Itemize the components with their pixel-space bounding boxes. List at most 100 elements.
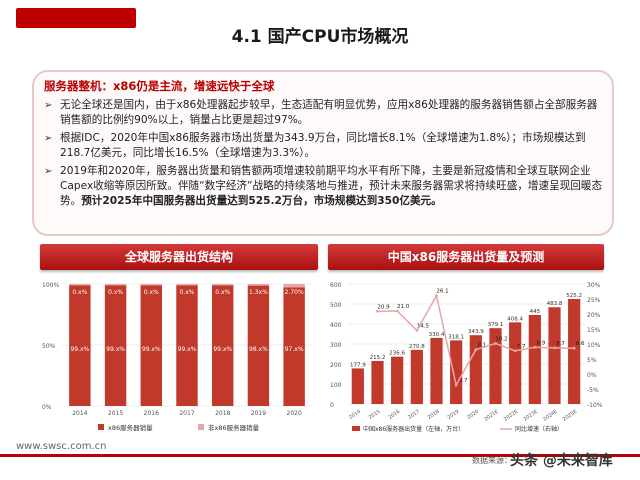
data-label-growth: 26.1 <box>436 289 448 295</box>
data-label-shipments: 270.8 <box>409 344 425 350</box>
data-label-non-x86: 0.x% <box>72 289 87 296</box>
data-label-shipments: 483.8 <box>547 301 563 307</box>
logo-mark <box>16 8 136 28</box>
legend-label-non-x86: 非x86服务器销量 <box>208 423 260 432</box>
y2-tick-label: 5% <box>587 357 597 364</box>
bar-shipments <box>450 340 463 404</box>
data-label-shipments: 379.1 <box>488 322 504 328</box>
bar-x86 <box>247 285 270 406</box>
legend-label-growth: 同比增速（右轴） <box>515 425 563 433</box>
bullet-item: ➢ 根据IDC，2020年中国x86服务器市场出货量为343.9万台，同比增长8… <box>44 131 604 161</box>
x-tick-label: 2024E <box>542 409 558 423</box>
bullet-text: 根据IDC，2020年中国x86服务器市场出货量为343.9万台，同比增长8.1… <box>60 131 604 161</box>
data-label-growth: -3.7 <box>457 378 468 384</box>
bullet-item: ➢ 无论全球还是国内，由于x86处理器起步较早，生态适配有明显优势，应用x86处… <box>44 98 604 128</box>
panel-title: 中国x86服务器出货量及预测 <box>328 244 604 270</box>
y-tick-label: 0% <box>42 404 52 411</box>
data-label-shipments: 236.6 <box>389 351 405 357</box>
bar-shipments <box>371 360 384 404</box>
panel-title: 全球服务器出货结构 <box>40 244 318 270</box>
bullet-item: ➢ 2019年和2020年，服务器出货量和销售额两项增速较前期平均水平有所下降，… <box>44 164 604 209</box>
data-label-non-x86: 0.x% <box>215 289 230 296</box>
growth-point <box>513 349 517 353</box>
x-tick-label: 2019 <box>446 409 460 421</box>
y-tick-label: 500 <box>330 302 342 309</box>
data-label-non-x86: 2.70% <box>285 289 304 296</box>
footer-divider <box>0 454 640 457</box>
data-label-x86: 99.x% <box>106 346 125 353</box>
y2-tick-label: 10% <box>587 342 601 349</box>
data-label-shipments: 330.4 <box>429 332 445 338</box>
bullet-arrow-icon: ➢ <box>44 100 53 111</box>
bar-non-x86 <box>176 284 198 286</box>
watermark: 头条 @未来智库 <box>510 453 613 469</box>
bar-shipments <box>548 307 561 404</box>
footer-url[interactable]: www.swsc.com.cn <box>16 441 107 452</box>
data-label-shipments: 445 <box>530 309 541 315</box>
x-tick-label: 2018 <box>215 410 230 417</box>
bar-non-x86 <box>247 284 270 286</box>
bar-x86 <box>104 285 127 406</box>
bullet-list: ➢ 无论全球还是国内，由于x86处理器起步较早，生态适配有明显优势，应用x86处… <box>44 98 604 212</box>
x-tick-label: 2017 <box>179 410 194 417</box>
bullet-body: 根据IDC，2020年中国x86服务器市场出货量为343.9万台，同比增长8.1… <box>60 132 586 159</box>
china-x86-chart: 0 100 200 300 400 500 600 -10% -5% 0% 5% 10% 15% 20% 2… <box>330 282 603 433</box>
data-label-shipments: 215.2 <box>370 355 386 361</box>
y2-tick-label: -10% <box>587 402 603 409</box>
y2-tick-label: -5% <box>587 387 599 394</box>
global-structure-chart: 100% 50% 0% 0.x% 99.x% 2014 0.x% 99.x% 2015 0.x% 9… <box>42 282 312 432</box>
data-label-shipments: 318.1 <box>448 334 464 340</box>
bar-x86 <box>212 285 234 406</box>
growth-point <box>454 383 458 387</box>
data-label-growth: 21.0 <box>397 304 410 310</box>
data-label-growth: 20.9 <box>377 304 390 310</box>
bullet-text: 2019年和2020年，服务器出货量和销售额两项增速较前期平均水平有所下降，主要… <box>60 164 604 209</box>
data-label-growth: 8.9 <box>536 340 545 346</box>
growth-point <box>415 329 419 332</box>
bar-non-x86 <box>104 284 127 286</box>
y2-tick-label: 15% <box>587 327 601 334</box>
bar-shipments <box>391 356 404 404</box>
bar-x86 <box>176 285 198 406</box>
legend-swatch-x86 <box>98 424 104 430</box>
growth-point <box>435 294 438 298</box>
growth-point <box>533 345 537 349</box>
bar-non-x86 <box>69 284 91 286</box>
x-tick-label: 2015 <box>108 410 123 417</box>
legend-label-x86: x86服务器销量 <box>108 423 153 432</box>
data-label-x86: 99.x% <box>178 346 197 353</box>
bar-non-x86 <box>283 284 305 288</box>
bullet-body: 2019年和2020年，服务器出货量和销售额两项增速较前期平均水平有所下降，主要… <box>60 165 603 207</box>
y2-tick-label: 30% <box>587 282 601 289</box>
bar-shipments <box>430 337 443 404</box>
growth-point <box>572 346 576 350</box>
y-tick-label: 50% <box>42 343 56 350</box>
bullet-text: 无论全球还是国内，由于x86处理器起步较早，生态适配有明显优势，应用x86处理器… <box>60 98 604 128</box>
x-tick-label: 2021E <box>483 409 499 423</box>
y-tick-label: 100 <box>330 382 342 389</box>
growth-point <box>553 346 556 350</box>
data-label-growth: 7.7 <box>517 344 526 350</box>
y-tick-label: 600 <box>330 282 342 289</box>
y-tick-label: 100% <box>42 282 59 289</box>
bar-shipments <box>489 328 502 404</box>
data-label-non-x86: 0.x% <box>180 289 195 296</box>
data-label-shipments: 343.9 <box>468 329 484 335</box>
legend-swatch-non-x86 <box>198 424 204 430</box>
data-label-x86: 99.x% <box>142 346 161 353</box>
x-tick-label: 2023E <box>523 409 539 423</box>
page-title: 4.1 国产CPU市场概况 <box>231 27 409 47</box>
data-label-growth: 8.6 <box>576 341 585 347</box>
data-label-non-x86: 1.3x% <box>249 289 268 296</box>
data-label-x86: 98.x% <box>249 346 268 353</box>
bar-shipments <box>509 322 522 404</box>
y2-tick-label: 25% <box>587 297 601 304</box>
summary-title: 服务器整机：x86仍是主流，增速远快于全球 <box>44 79 275 93</box>
x-tick-label: 2020 <box>287 410 302 417</box>
data-label-x86: 99.x% <box>213 346 232 353</box>
data-label-non-x86: 0.x% <box>144 289 159 296</box>
x-tick-label: 2014 <box>348 409 362 421</box>
data-label-shipments: 408.4 <box>507 316 523 322</box>
y-tick-label: 0 <box>330 402 334 409</box>
y-tick-label: 200 <box>330 362 342 369</box>
